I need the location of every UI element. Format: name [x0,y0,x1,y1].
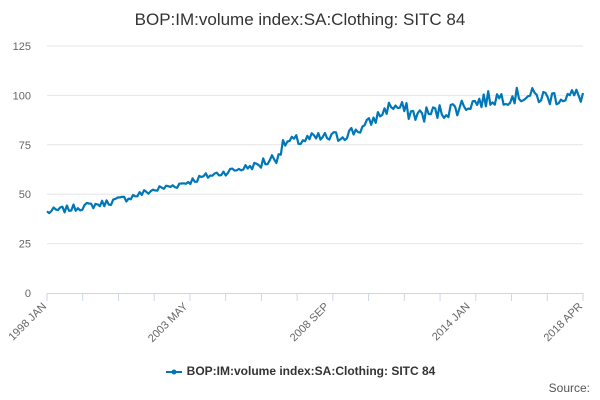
y-tick-label-50: 50 [19,189,31,201]
y-tick-label-125: 125 [13,41,31,53]
gridlines [47,45,583,245]
y-tick-label-100: 100 [13,90,31,102]
legend-line-marker-icon [165,369,182,375]
legend-label: BOP:IM:volume index:SA:Clothing: SITC 84 [186,364,436,378]
y-axis-ticks: 0 25 50 75 100 125 [13,41,31,300]
x-tick-label: 2014 JAN [430,301,473,344]
x-tick-label: 2003 MAY [146,300,191,345]
series-line-group [46,86,585,215]
x-tick-label: 2018 APR [542,301,586,345]
x-tick-label: 2008 SEP [288,301,332,345]
series-line [46,86,585,215]
y-tick-label-0: 0 [25,288,31,300]
x-axis: 1998 JAN 2003 MAY 2008 SEP 2014 JAN 2018 APR [6,293,585,345]
x-tick-label: 1998 JAN [6,301,49,344]
chart-title: BOP:IM:volume index:SA:Clothing: SITC 84 [134,10,466,29]
legend[interactable]: BOP:IM:volume index:SA:Clothing: SITC 84 [0,364,600,378]
credits[interactable]: Source: [548,381,590,395]
y-tick-label-75: 75 [19,140,31,152]
y-tick-label-25: 25 [19,239,31,251]
